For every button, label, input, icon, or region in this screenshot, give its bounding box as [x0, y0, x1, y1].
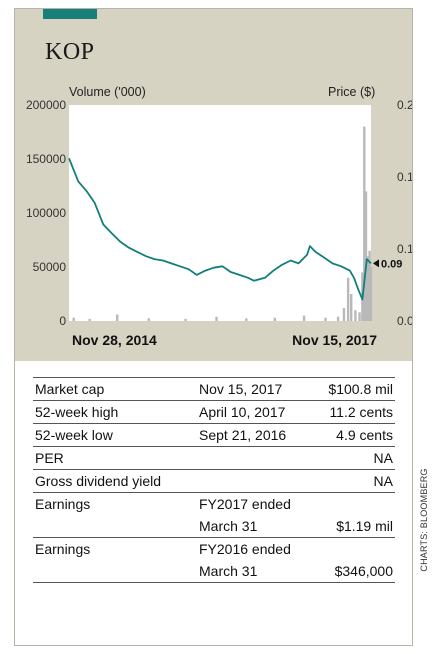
volume-bar: [350, 294, 353, 321]
volume-bar: [364, 191, 368, 321]
stat-date-line: FY2016 ended: [199, 541, 291, 557]
spacer: [315, 538, 393, 560]
stat-value-text: $346,000: [334, 563, 393, 579]
volume-bar: [184, 318, 187, 321]
stat-value: 11.2 cents: [313, 400, 395, 424]
stat-label: 52-week high: [33, 400, 197, 424]
stats-row: Gross dividend yield NA: [33, 469, 395, 493]
price-tick-label: 0.20: [397, 98, 412, 112]
stat-date: [197, 469, 313, 493]
volume-bar: [88, 318, 91, 321]
volume-axis: 200000 150000 100000 50000 0: [26, 98, 66, 328]
volume-bar: [147, 318, 150, 321]
stat-label: 52-week low: [33, 423, 197, 447]
price-axis-title: Price ($): [328, 85, 375, 99]
stat-date: April 10, 2017: [197, 400, 313, 424]
volume-axis-title: Volume ('000): [69, 85, 146, 99]
stat-date-line: Nov 15, 2017: [199, 381, 283, 397]
price-line: [68, 157, 372, 301]
stats-table: Market cap Nov 15, 2017 $100.8 mil 52-week …: [33, 377, 395, 583]
stat-label: Gross dividend yield: [33, 469, 197, 493]
volume-bar: [342, 308, 346, 321]
price-tick-label: 0.05: [397, 314, 412, 328]
volume-bar: [215, 316, 218, 321]
end-date-label: Nov 15, 2017: [292, 332, 377, 348]
stat-date-line-2: March 31: [199, 518, 258, 534]
stats-row: Earnings FY2017 ended March 31 $1.19 mil: [33, 492, 395, 538]
stock-card: KOP Volume ('000) Price ($) 200000 150000…: [14, 8, 413, 646]
volume-bar: [116, 314, 119, 321]
volume-bar: [354, 310, 357, 321]
credit-text: CHARTS: BLOOMBERG: [419, 468, 429, 572]
stat-value: $346,000: [313, 537, 395, 583]
volume-bar: [245, 318, 248, 321]
chart-panel: KOP Volume ('000) Price ($) 200000 150000…: [15, 9, 412, 361]
stat-date: Sept 21, 2016: [197, 423, 313, 447]
price-tick-label: 0.15: [397, 170, 412, 184]
stats-row: Earnings FY2016 ended March 31 $346,000: [33, 537, 395, 583]
volume-bar: [358, 312, 361, 321]
volume-bar: [369, 267, 373, 321]
stats-row: PER NA: [33, 446, 395, 470]
volume-tick-label: 0: [59, 314, 66, 328]
chart-credit: CHARTS: BLOOMBERG: [414, 460, 434, 580]
stat-value: 4.9 cents: [313, 423, 395, 447]
volume-tick-label: 100000: [26, 206, 66, 220]
stock-title: KOP: [45, 39, 95, 65]
stats-row: 52-week high April 10, 2017 11.2 cents: [33, 400, 395, 424]
stat-date: [197, 446, 313, 470]
stat-date-line-2: March 31: [199, 563, 258, 579]
volume-bar: [273, 317, 276, 321]
volume-bar: [363, 126, 366, 321]
stat-value: NA: [313, 446, 395, 470]
plot-area: [69, 105, 371, 321]
volume-tick-label: 50000: [33, 260, 67, 274]
stats-row: Market cap Nov 15, 2017 $100.8 mil: [33, 377, 395, 401]
volume-tick-label: 200000: [26, 98, 66, 112]
volume-bar: [324, 317, 327, 321]
stat-label: Earnings: [33, 492, 197, 538]
spacer: [315, 493, 393, 515]
stats-row: 52-week low Sept 21, 2016 4.9 cents: [33, 423, 395, 447]
volume-bar: [366, 256, 369, 321]
volume-tick-label: 150000: [26, 152, 66, 166]
price-tick-label: 0.10: [397, 242, 412, 256]
stat-value: $1.19 mil: [313, 492, 395, 538]
volume-bar: [346, 277, 350, 321]
stat-value: $100.8 mil: [313, 377, 395, 401]
last-price-label: 0.09: [381, 258, 402, 270]
stat-value: NA: [313, 469, 395, 493]
price-axis: 0.20 0.15 0.10 0.05: [397, 98, 412, 328]
volume-bar: [72, 317, 75, 321]
stat-date-line: Sept 21, 2016: [199, 427, 287, 443]
volume-bar: [336, 316, 340, 321]
volume-bar: [368, 250, 371, 321]
stat-date-line: FY2017 ended: [199, 496, 291, 512]
start-date-label: Nov 28, 2014: [72, 332, 157, 348]
volume-bar: [302, 315, 306, 321]
stat-date: FY2017 ended March 31: [197, 492, 313, 538]
stat-value-text: $1.19 mil: [336, 518, 393, 534]
price-volume-chart: Volume ('000) Price ($) 200000 150000 1000…: [26, 85, 412, 348]
stat-label: PER: [33, 446, 197, 470]
stat-date-line: April 10, 2017: [199, 404, 286, 420]
last-price-marker: [373, 259, 379, 268]
stat-date: FY2016 ended March 31: [197, 537, 313, 583]
accent-bar: [43, 9, 97, 19]
stat-label: Market cap: [33, 377, 197, 401]
stat-date: Nov 15, 2017: [197, 377, 313, 401]
stat-label: Earnings: [33, 537, 197, 583]
